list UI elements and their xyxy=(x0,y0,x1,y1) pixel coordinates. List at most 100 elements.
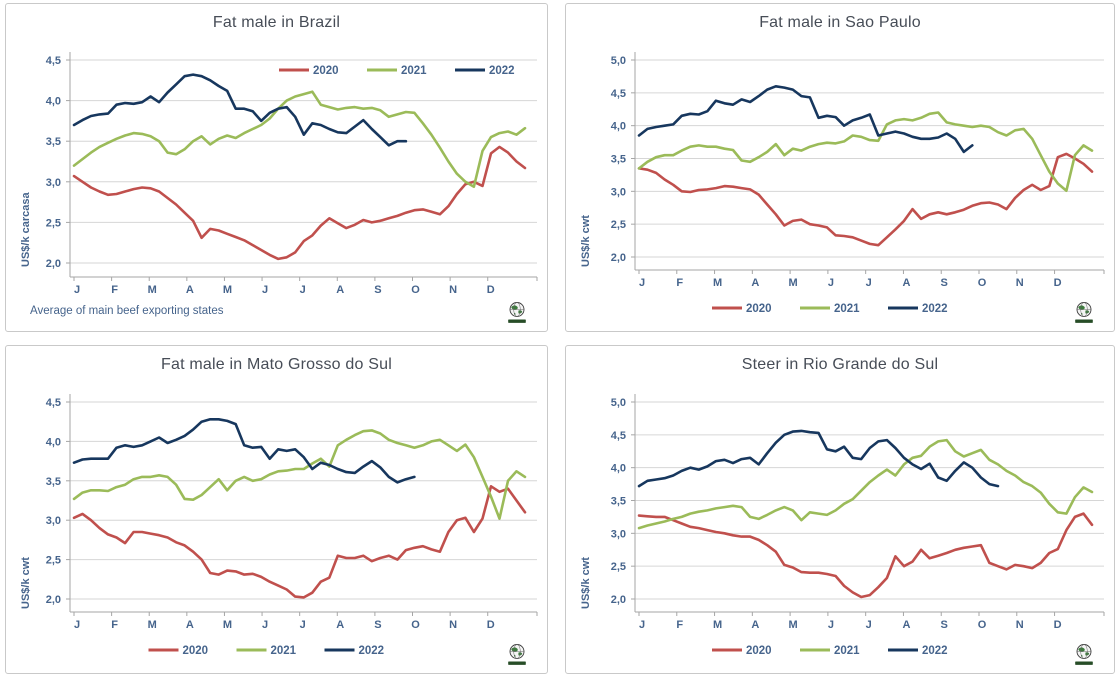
x-tick-label: J xyxy=(74,619,80,631)
x-tick-label: J xyxy=(300,284,306,296)
y-tick-label: 3,5 xyxy=(611,154,626,166)
x-tick-label: A xyxy=(186,619,194,631)
legend-label-2022: 2022 xyxy=(922,645,948,657)
x-tick-label: J xyxy=(828,277,834,289)
x-tick-label: M xyxy=(789,277,798,289)
x-tick-label: J xyxy=(300,619,306,631)
x-tick-label: O xyxy=(411,284,420,296)
legend-label-2020: 2020 xyxy=(183,645,209,657)
legend-label-2021: 2021 xyxy=(401,65,427,77)
x-tick-label: M xyxy=(713,277,722,289)
y-tick-label: 4,0 xyxy=(46,96,61,108)
x-tick-label: N xyxy=(1016,277,1024,289)
y-tick-label: 2,0 xyxy=(46,258,61,270)
x-tick-label: F xyxy=(676,277,683,289)
x-tick-label: J xyxy=(639,277,645,289)
series-2022-line xyxy=(72,73,408,147)
x-tick-label: A xyxy=(751,619,759,631)
x-tick-label: N xyxy=(449,619,457,631)
y-tick-label: 3,5 xyxy=(46,476,61,488)
y-tick-label: 2,5 xyxy=(46,217,61,229)
x-tick-label: J xyxy=(74,284,80,296)
globe-logo-icon xyxy=(507,643,527,667)
line-chart-rio-grande-do-sul: 2,0 2,5 3,0 3,5 4,0 4,5 5,0 J F M A M J J A S O N D 2020 202… xyxy=(611,394,1105,657)
chart-panel-mato-grosso-do-sul: Fat male in Mato Grosso do Sul US$/k cwt… xyxy=(5,345,548,674)
series-2020-line xyxy=(72,485,527,599)
chart-title: Fat male in Sao Paulo xyxy=(759,14,921,31)
series-2020-line xyxy=(637,152,1094,247)
x-tick-label: A xyxy=(336,619,344,631)
chart-panel-brazil: Fat male in Brazil US$/k carcasa 2,0 2,5 3… xyxy=(5,3,548,332)
y-tick-label: 4,5 xyxy=(46,397,61,409)
y-tick-label: 2,0 xyxy=(611,252,626,264)
x-tick-label: N xyxy=(1016,619,1024,631)
x-tick-label: J xyxy=(866,619,872,631)
series-2021-line xyxy=(72,90,527,188)
chart-footnote: Average of main beef exporting states xyxy=(30,305,224,317)
globe-logo-icon xyxy=(1074,643,1094,667)
y-tick-label: 5,0 xyxy=(611,55,626,67)
chart-panel-sao-paulo: Fat male in Sao Paulo US$/k cwt 2,0 2,5 3,… xyxy=(565,3,1115,332)
x-tick-label: S xyxy=(941,277,948,289)
y-tick-label: 5,0 xyxy=(611,397,626,409)
series-2020-line xyxy=(72,145,527,261)
chart-title: Steer in Rio Grande do Sul xyxy=(741,356,939,373)
x-tick-label: M xyxy=(148,619,157,631)
x-tick-label: J xyxy=(828,619,834,631)
series-2021-line xyxy=(637,111,1094,192)
chart-panel-rio-grande-do-sul: Steer in Rio Grande do Sul US$/k cwt 2,0… xyxy=(565,345,1115,674)
y-tick-label: 3,0 xyxy=(46,515,61,527)
x-tick-label: J xyxy=(262,619,268,631)
y-tick-label: 3,5 xyxy=(611,496,626,508)
legend-label-2022: 2022 xyxy=(922,303,948,315)
x-tick-label: S xyxy=(374,284,381,296)
x-tick-label: O xyxy=(411,619,420,631)
globe-logo-icon xyxy=(507,301,527,325)
x-tick-label: D xyxy=(1054,619,1062,631)
x-tick-label: A xyxy=(751,277,759,289)
chart-title: Fat male in Brazil xyxy=(212,14,341,31)
x-tick-label: M xyxy=(148,284,157,296)
x-tick-label: S xyxy=(941,619,948,631)
series-2022-line xyxy=(637,85,974,154)
y-tick-label: 4,5 xyxy=(46,55,61,67)
x-tick-label: N xyxy=(449,284,457,296)
y-tick-label: 2,5 xyxy=(611,219,626,231)
series-2021-line xyxy=(637,438,1094,530)
y-tick-label: 4,5 xyxy=(611,88,626,100)
legend-label-2021: 2021 xyxy=(834,303,860,315)
y-tick-label: 4,0 xyxy=(46,436,61,448)
x-tick-label: F xyxy=(111,619,118,631)
y-tick-label: 3,0 xyxy=(611,528,626,540)
x-tick-label: M xyxy=(713,619,722,631)
y-tick-label: 4,5 xyxy=(611,430,626,442)
x-tick-label: J xyxy=(866,277,872,289)
y-tick-label: 3,0 xyxy=(611,186,626,198)
line-chart-brazil: 2,0 2,5 3,0 3,5 4,0 4,5 J F M A M J J A S O N D 2020 2021 20… xyxy=(46,52,538,296)
x-tick-label: J xyxy=(262,284,268,296)
x-tick-label: D xyxy=(487,619,495,631)
y-tick-label: 2,5 xyxy=(46,555,61,567)
legend-label-2022: 2022 xyxy=(359,645,385,657)
x-tick-label: J xyxy=(639,619,645,631)
series-2022-line xyxy=(637,429,1000,488)
x-tick-label: O xyxy=(978,277,987,289)
legend-label-2020: 2020 xyxy=(746,645,772,657)
legend-label-2020: 2020 xyxy=(746,303,772,315)
y-tick-label: 2,0 xyxy=(611,594,626,606)
x-tick-label: F xyxy=(676,619,683,631)
line-chart-mato-grosso-do-sul: 2,0 2,5 3,0 3,5 4,0 4,5 J F M A M J J A S O N D 2020 2021 20… xyxy=(46,394,538,657)
y-tick-label: 4,0 xyxy=(611,463,626,475)
x-tick-label: D xyxy=(1054,277,1062,289)
line-chart-sao-paulo: 2,0 2,5 3,0 3,5 4,0 4,5 5,0 J F M A M J J A S O N D 2020 202… xyxy=(611,52,1105,315)
legend-label-2022: 2022 xyxy=(489,65,515,77)
x-tick-label: M xyxy=(223,619,232,631)
x-tick-label: A xyxy=(336,284,344,296)
series-2022-line xyxy=(72,418,416,484)
y-tick-label: 3,5 xyxy=(46,136,61,148)
y-tick-label: 2,0 xyxy=(46,594,61,606)
x-tick-label: F xyxy=(111,284,118,296)
x-tick-label: A xyxy=(186,284,194,296)
x-tick-label: S xyxy=(374,619,381,631)
